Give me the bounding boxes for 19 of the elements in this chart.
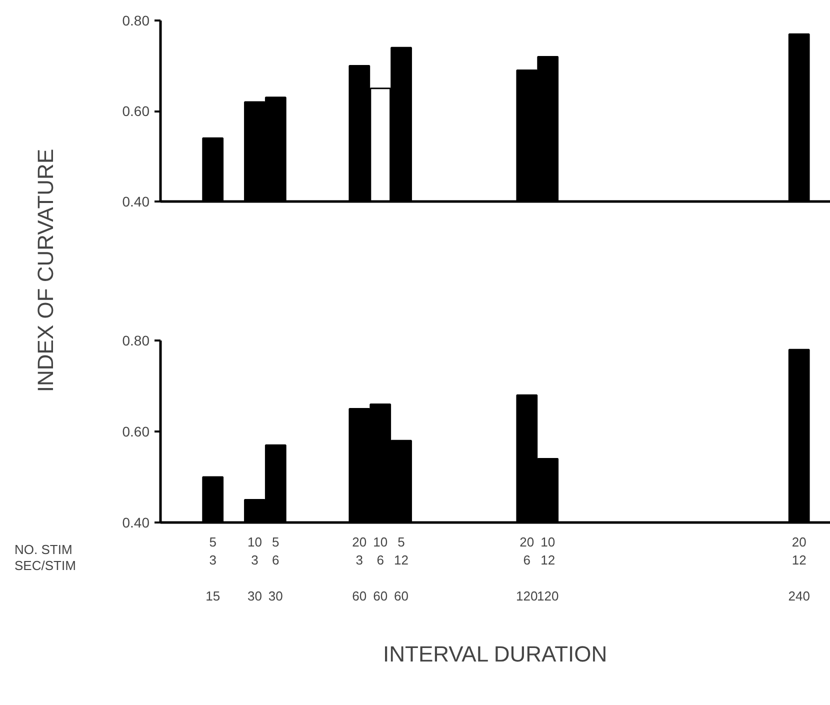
category-label: 5 12 60	[394, 534, 409, 604]
x-axis-title: INTERVAL DURATION	[383, 642, 608, 666]
y-tick-label: 0.60	[122, 103, 150, 119]
category-label: 20 12 240	[788, 534, 810, 604]
y-tick-label: 0.60	[122, 424, 150, 440]
category-label: 20 3 60	[352, 534, 367, 604]
category-label: 10 3 30	[247, 534, 262, 604]
y-tick-label: 0.80	[122, 332, 150, 348]
y-tick-label: 0.40	[122, 194, 150, 210]
category-label: 5 6 30	[268, 534, 283, 604]
text: SEC/STIM	[14, 558, 76, 573]
y-axis-title: INDEX OF CURVATURE	[33, 148, 58, 392]
category-label: 5 3 15	[206, 534, 220, 604]
y-tick-label: 0.40	[122, 514, 150, 530]
category-label: 20 6 120	[516, 534, 538, 604]
text: NO. STIM	[14, 542, 72, 557]
y-tick-label: 0.80	[122, 12, 150, 28]
category-label: 10 12 120	[537, 534, 559, 604]
category-label: 10 6 60	[373, 534, 388, 604]
